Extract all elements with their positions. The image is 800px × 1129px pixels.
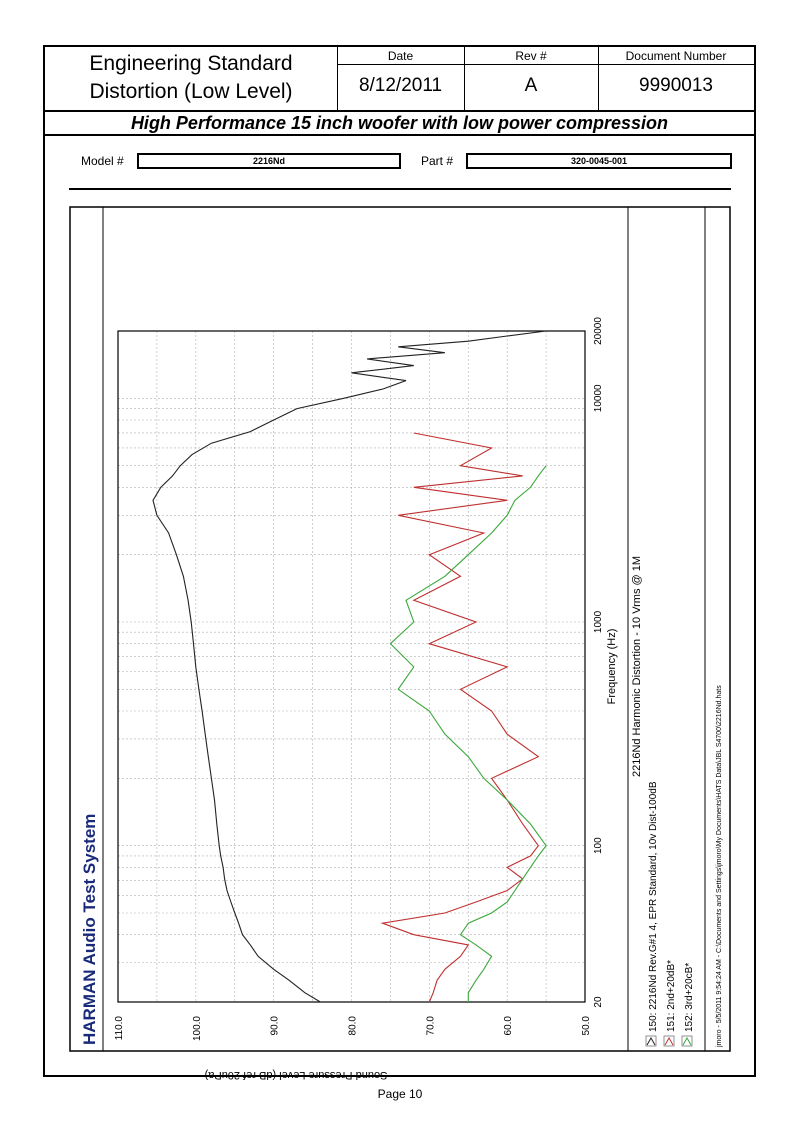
plot-border: [117, 330, 586, 1003]
part-value-field: 320-0045-001: [466, 153, 732, 169]
series-line-1: [152, 330, 547, 1003]
x-tick-label: 20: [593, 996, 604, 1008]
legend-swatch-line: [646, 1036, 656, 1046]
legend-swatch-line: [664, 1036, 674, 1046]
y-tick-label: 50.0: [581, 1016, 592, 1036]
series-line-3: [389, 465, 547, 1002]
docnum-value: 9990013: [639, 75, 713, 96]
chart-outer-border: [69, 206, 731, 1052]
legend-entry: 151: 2nd+20dB*: [666, 960, 677, 1032]
model-value-field: 2216Nd: [137, 153, 401, 169]
x-tick-label: 20000: [593, 317, 604, 345]
harman-title: HARMAN Audio Test System: [80, 814, 99, 1045]
legend-entry: 152: 3rd+20cB*: [684, 963, 695, 1032]
file-footnote: jmoro - 5/5/2011 9:54:24 AM - C:\Documen…: [716, 685, 723, 1048]
part-label: Part #: [421, 154, 454, 168]
legend-swatch-box: [681, 1035, 693, 1047]
legend-swatch-line: [682, 1036, 692, 1046]
y-tick-label: 100.0: [192, 1016, 203, 1041]
y-tick-label: 110.0: [114, 1016, 125, 1041]
x-tick-label: 1000: [593, 610, 604, 633]
x-tick-label: 10000: [593, 384, 604, 412]
chart-caption: 2216Nd Harmonic Distortion - 10 Vrms @ 1…: [631, 556, 643, 777]
y-tick-label: 70.0: [425, 1016, 436, 1036]
y-tick-label: 90.0: [270, 1016, 281, 1036]
legend-swatch-box: [663, 1035, 675, 1047]
document-frame: Engineering Standard Distortion (Low Lev…: [43, 45, 756, 1081]
doc-title-line1: Engineering Standard: [89, 52, 293, 75]
series-line-2: [380, 432, 540, 1003]
document-header: Engineering Standard Distortion (Low Lev…: [45, 47, 754, 110]
chart-panel: HARMAN Audio Test System 20 100 1000 10000 2…: [69, 206, 731, 1081]
page-number: Page 10: [377, 1087, 423, 1101]
y-tick-label: 80.0: [348, 1016, 359, 1036]
rev-label: Rev #: [515, 49, 547, 63]
date-label: Date: [387, 49, 414, 63]
model-label: Model #: [81, 154, 124, 168]
docnum-label: Document Number: [625, 49, 727, 63]
legend-swatch-box: [645, 1035, 657, 1047]
x-tick-label: 100: [593, 837, 604, 854]
y-tick-label: 60.0: [503, 1016, 514, 1036]
x-axis-label: Frequency (Hz): [606, 629, 618, 705]
y-axis-label: Sound Pressure Level (dB ref 20uPa): [205, 1069, 388, 1081]
separator-rule: [69, 188, 731, 190]
doc-subtitle: High Performance 15 inch woofer with low…: [45, 110, 754, 136]
doc-title-line2: Distortion (Low Level): [89, 80, 293, 103]
date-value: 8/12/2011: [358, 75, 443, 96]
legend-entry: 150: 2216Nd Rev.G#1 4, EPR Standard, 10v…: [648, 781, 659, 1032]
rev-value: A: [524, 75, 538, 96]
